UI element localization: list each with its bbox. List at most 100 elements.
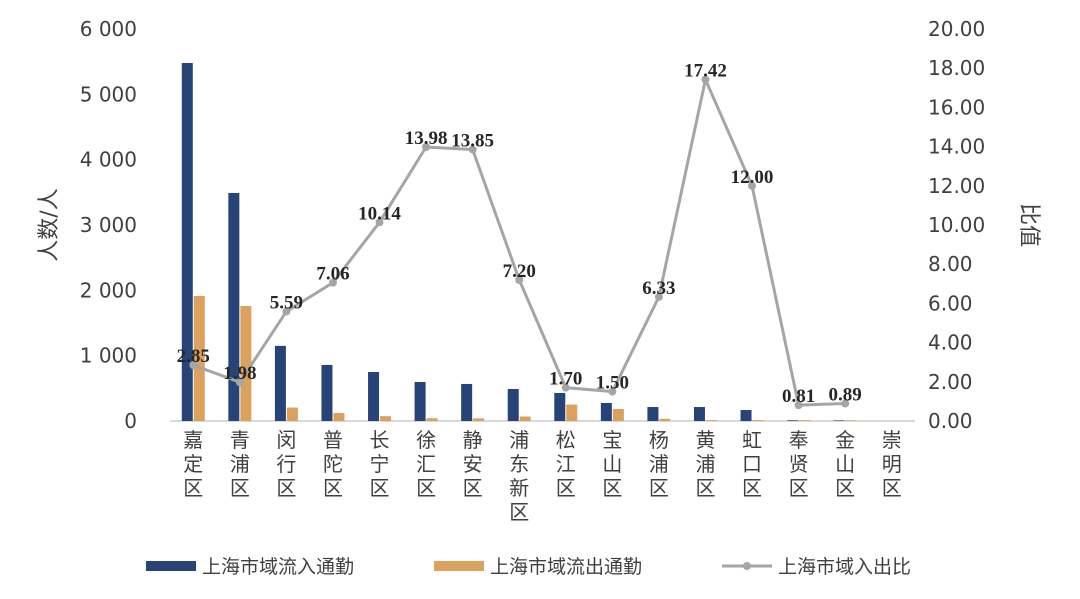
x-tick-label: 崇明区: [882, 428, 902, 500]
bar-outflow: [193, 295, 205, 421]
y2-tick-label: 18.00: [928, 56, 985, 80]
legend-swatch-outflow: [434, 561, 484, 571]
ratio-point: [701, 75, 710, 84]
bar-inflow: [228, 192, 240, 421]
data-label: 10.14: [358, 203, 401, 224]
y2-tick-label: 4.00: [928, 331, 973, 355]
y-tick-label: 0: [124, 409, 137, 433]
bar-outflow: [426, 418, 438, 421]
y-tick-label: 1 000: [80, 344, 137, 368]
bar-inflow: [833, 420, 845, 421]
x-tick-label: 浦东新区: [509, 428, 529, 524]
bar-outflow: [240, 306, 252, 421]
ratio-point: [515, 275, 524, 284]
y-tick-label: 5 000: [80, 82, 137, 106]
data-label: 2.85: [177, 346, 210, 367]
data-label: 1.50: [596, 373, 629, 394]
x-tick-label: 嘉定区: [183, 428, 203, 500]
y2-tick-label: 2.00: [928, 370, 973, 394]
bar-inflow: [368, 372, 380, 421]
y2-tick-label: 8.00: [928, 252, 973, 276]
bar-outflow: [845, 420, 857, 421]
y2-tick-label: 16.00: [928, 95, 985, 119]
data-label: 17.42: [684, 61, 727, 82]
y-tick-label: 3 000: [80, 213, 137, 237]
legend-label-outflow: 上海市域流出通勤: [490, 556, 642, 578]
bar-inflow: [321, 364, 333, 421]
x-tick-label: 普陀区: [323, 428, 343, 500]
bar-outflow: [380, 416, 392, 421]
bar-inflow: [740, 410, 752, 421]
y-tick-label: 2 000: [80, 278, 137, 302]
bar-outflow: [659, 418, 671, 421]
ratio-line: [192, 74, 846, 407]
bar-inflow: [693, 407, 705, 421]
data-label: 0.81: [782, 386, 815, 407]
ratio-point: [654, 292, 663, 301]
bar-outflow: [705, 420, 717, 421]
ratio-point: [189, 361, 198, 370]
data-label: 13.98: [405, 128, 448, 149]
data-label: 7.20: [503, 261, 536, 282]
bar-outflow: [519, 416, 531, 421]
ratio-point: [468, 145, 477, 154]
ratio-point: [608, 387, 617, 396]
bar-inflow: [274, 345, 286, 421]
bar-inflow: [507, 388, 519, 421]
y2-tick-label: 6.00: [928, 291, 973, 315]
y2-tick-label: 14.00: [928, 135, 985, 159]
data-label: 0.89: [829, 385, 862, 406]
bar-inflow: [181, 62, 193, 422]
legend-label-ratio: 上海市域入出比: [778, 556, 911, 578]
data-label: 1.98: [223, 363, 256, 384]
bar-outflow: [752, 420, 764, 421]
data-label: 6.33: [642, 278, 675, 299]
bar-inflow: [600, 402, 612, 421]
x-tick-label: 金山区: [835, 428, 855, 500]
bar-inflow: [647, 407, 659, 421]
ratio-point: [235, 378, 244, 387]
bar-inflow: [414, 381, 426, 421]
y2-tick-label: 10.00: [928, 213, 985, 237]
bar-outflow: [286, 407, 298, 421]
x-tick-label: 杨浦区: [649, 428, 669, 500]
y-tick-label: 4 000: [80, 148, 137, 172]
data-label: 13.85: [451, 131, 494, 152]
data-label: 7.06: [316, 264, 349, 285]
ratio-point: [794, 401, 803, 410]
x-tick-label: 虹口区: [742, 428, 762, 500]
bar-inflow: [554, 392, 566, 421]
data-label: 5.59: [270, 292, 303, 313]
bar-outflow: [333, 413, 345, 421]
x-tick-label: 长宁区: [370, 428, 390, 500]
bar-inflow: [461, 383, 473, 421]
x-tick-label: 闵行区: [276, 428, 296, 500]
ratio-point: [561, 383, 570, 392]
y-tick-label: 6 000: [80, 17, 137, 41]
bar-outflow: [566, 404, 578, 421]
x-tick-label: 松江区: [556, 428, 576, 500]
y2-tick-label: 12.00: [928, 174, 985, 198]
ratio-point: [841, 399, 850, 408]
legend-marker-ratio: [743, 562, 751, 570]
x-tick-label: 奉贤区: [789, 428, 809, 500]
ratio-point: [748, 181, 757, 190]
ratio-point: [375, 218, 384, 227]
x-tick-label: 徐汇区: [416, 428, 436, 500]
x-tick-label: 黄浦区: [695, 428, 715, 500]
y-axis-title: 人数/人: [37, 188, 62, 261]
legend-label-inflow: 上海市域流入通勤: [202, 556, 354, 578]
ratio-point: [422, 142, 431, 151]
x-tick-label: 青浦区: [230, 428, 250, 500]
x-tick-label: 静安区: [463, 428, 483, 500]
bar-outflow: [473, 418, 485, 421]
bar-outflow: [612, 408, 624, 421]
y2-axis-title: 比值: [1016, 203, 1041, 247]
ratio-point: [282, 307, 291, 316]
x-tick-label: 宝山区: [602, 428, 622, 500]
y2-tick-label: 0.00: [928, 409, 973, 433]
y2-tick-label: 20.00: [928, 17, 985, 41]
legend-swatch-inflow: [146, 561, 196, 571]
